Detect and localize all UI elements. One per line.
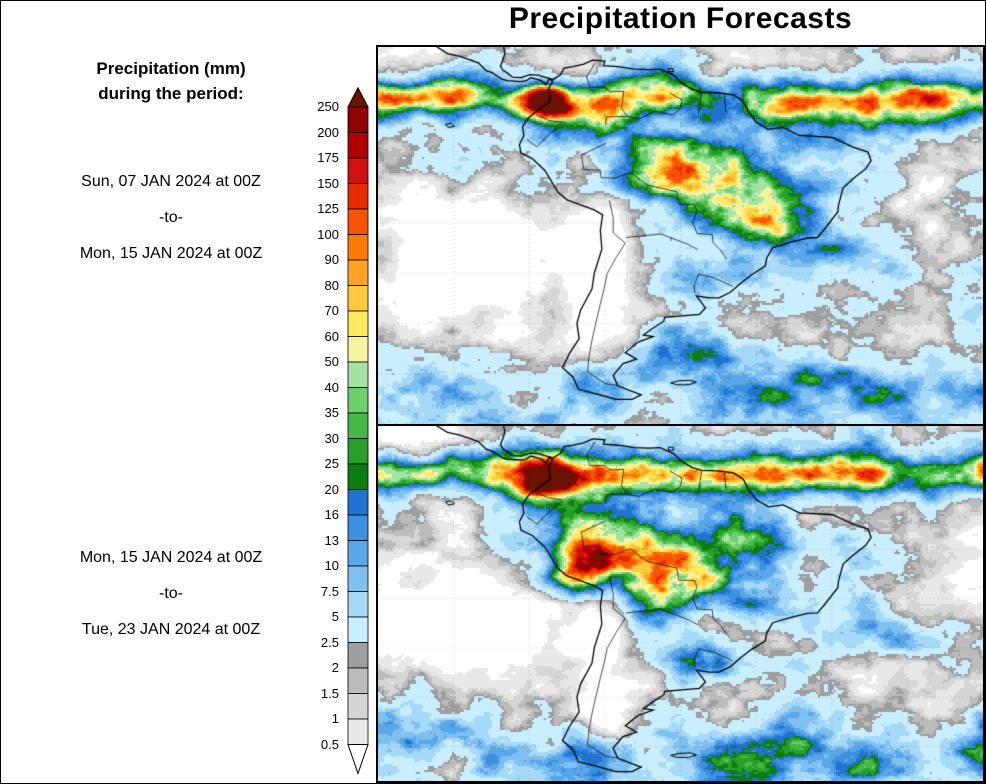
colorbar-tick-label: 20 — [324, 481, 339, 497]
page-title: Precipitation Forecasts — [508, 2, 853, 35]
colorbar-tick-label: 150 — [317, 175, 339, 191]
colorbar-segment — [347, 106, 369, 133]
colorbar-segment — [347, 591, 369, 618]
colorbar-segment — [347, 642, 369, 669]
colorbar-tick-label: 90 — [324, 252, 339, 267]
colorbar-tick-label: 175 — [317, 150, 339, 165]
colorbar-segment — [347, 616, 369, 643]
forecast-map-period2 — [378, 426, 983, 781]
period-2-start: Mon, 15 JAN 2024 at 00Z — [79, 549, 263, 566]
forecast-map-period1-panel — [376, 45, 985, 426]
colorbar-scale-slot — [347, 86, 369, 780]
colorbar-tick-label: 10 — [324, 558, 339, 573]
colorbar-tick-label: 30 — [324, 430, 339, 446]
colorbar-segment — [347, 310, 369, 337]
period-1-start: Sun, 07 JAN 2024 at 00Z — [81, 173, 261, 190]
colorbar-segment — [347, 463, 369, 490]
legend-caption-line1: Precipitation (mm) — [96, 59, 246, 78]
period-1-end: Mon, 15 JAN 2024 at 00Z — [79, 245, 263, 262]
colorbar-segment — [347, 412, 369, 439]
colorbar-tick-label: 25 — [324, 456, 339, 471]
colorbar-tick-labels: 250 200 175 150 125 100 90 80 70 60 50 40 35 30 25 20 16… — [279, 87, 369, 779]
colorbar-tick-label: 200 — [317, 124, 339, 140]
colorbar-tick-label: 125 — [317, 201, 339, 216]
colorbar-segment — [347, 132, 369, 159]
colorbar-segment — [347, 693, 369, 720]
colorbar-segment — [347, 259, 369, 286]
colorbar-tick-label: 100 — [317, 226, 339, 242]
colorbar-tick-label: 60 — [324, 328, 339, 344]
colorbar-segment — [347, 718, 369, 745]
colorbar-tick-label: 13 — [324, 532, 339, 548]
colorbar-tick-label: 1.5 — [320, 685, 339, 701]
colorbar-segment — [347, 208, 369, 235]
colorbar-segment — [347, 387, 369, 414]
colorbar-tick-label: 70 — [324, 303, 339, 318]
colorbar-tick-label: 2 — [331, 660, 339, 675]
colorbar-segment — [347, 183, 369, 210]
colorbar-tick-label: 40 — [324, 379, 339, 395]
colorbar-tick-label: 1 — [331, 711, 339, 726]
colorbar: 250 200 175 150 125 100 90 80 70 60 50 40 35 30 25 20 16… — [279, 86, 369, 780]
colorbar-tick-label: 2.5 — [320, 634, 339, 650]
colorbar-tick-label: 16 — [324, 507, 339, 522]
colorbar-segment — [347, 514, 369, 541]
colorbar-segment — [347, 285, 369, 312]
colorbar-tick-label: 50 — [324, 354, 339, 369]
colorbar-below-min-arrow-icon — [347, 744, 369, 776]
colorbar-tick-label: 35 — [324, 405, 339, 420]
colorbar-tick-label: 0.5 — [320, 736, 339, 752]
period-2: Mon, 15 JAN 2024 at 00Z -to- Tue, 23 JAN… — [11, 549, 331, 639]
forecast-map-period1 — [378, 47, 983, 424]
colorbar-segment — [347, 234, 369, 261]
colorbar-tick-label: 7.5 — [320, 583, 339, 599]
period-1-separator: -to- — [159, 209, 183, 226]
forecast-map-period2-panel — [376, 424, 985, 783]
colorbar-segment — [347, 667, 369, 694]
colorbar-tick-label: 5 — [331, 609, 339, 624]
period-2-separator: -to- — [159, 585, 183, 602]
period-1: Sun, 07 JAN 2024 at 00Z -to- Mon, 15 JAN… — [11, 173, 331, 263]
colorbar-tick-label: 250 — [317, 99, 339, 114]
colorbar-segment — [347, 489, 369, 516]
colorbar-segment — [347, 361, 369, 388]
colorbar-segment — [347, 565, 369, 592]
legend-caption-line2: during the period: — [98, 84, 244, 103]
colorbar-segment — [347, 157, 369, 184]
colorbar-scale — [347, 86, 369, 776]
colorbar-tick-label: 80 — [324, 277, 339, 293]
period-2-end: Tue, 23 JAN 2024 at 00Z — [81, 621, 261, 638]
colorbar-above-max-arrow-icon — [347, 86, 369, 108]
colorbar-segment — [347, 336, 369, 363]
colorbar-segment — [347, 438, 369, 465]
legend-caption: Precipitation (mm) during the period: — [11, 56, 331, 106]
colorbar-segment — [347, 540, 369, 567]
